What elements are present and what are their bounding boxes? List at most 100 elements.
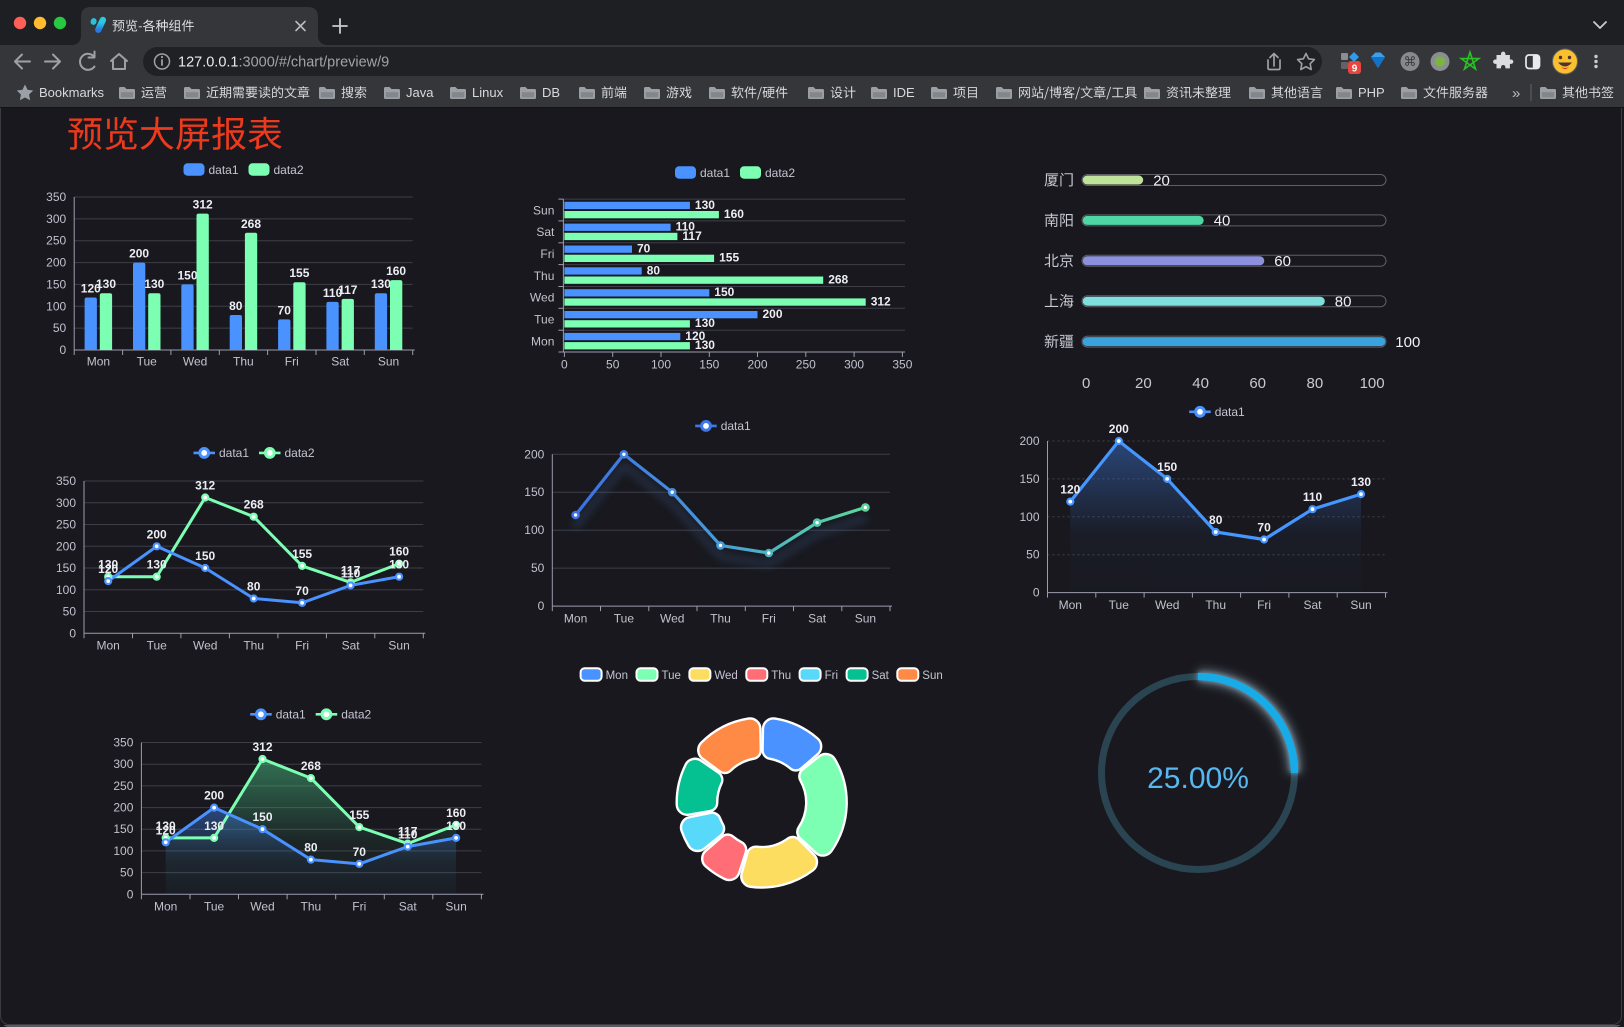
svg-text:Mon: Mon [531,334,554,348]
svg-text:70: 70 [278,303,292,317]
svg-text:120: 120 [685,329,705,343]
svg-text:120: 120 [81,282,101,296]
svg-text:200: 200 [1109,422,1129,436]
svg-text:Mon: Mon [564,612,587,626]
svg-text:200: 200 [129,247,149,261]
svg-text:Mon: Mon [154,899,177,913]
svg-text:100: 100 [651,358,671,372]
svg-text:110: 110 [341,566,361,580]
svg-text:130: 130 [144,277,164,291]
svg-text:130: 130 [695,198,715,212]
svg-text:100: 100 [524,523,544,537]
svg-text:Sat: Sat [399,899,418,913]
svg-text:160: 160 [389,545,409,559]
svg-text:268: 268 [244,498,264,512]
svg-text:data1: data1 [209,163,239,177]
svg-text:Sun: Sun [533,203,554,217]
svg-text:100: 100 [1360,375,1385,392]
svg-text:350: 350 [46,190,66,204]
svg-text:Wed: Wed [530,291,554,305]
svg-text:300: 300 [46,212,66,226]
svg-text:Sun: Sun [445,899,466,913]
svg-text:60: 60 [1274,253,1291,270]
svg-text:250: 250 [796,358,816,372]
svg-text:0: 0 [60,343,67,357]
svg-text:Fri: Fri [762,612,776,626]
svg-text:data2: data2 [341,708,371,722]
svg-text:130: 130 [147,558,167,572]
svg-text:200: 200 [46,256,66,270]
svg-text:Sun: Sun [378,355,399,369]
svg-text:130: 130 [96,277,116,291]
svg-text:Fri: Fri [825,670,838,682]
svg-text:250: 250 [113,779,133,793]
svg-text:data2: data2 [285,446,315,460]
svg-text:300: 300 [56,496,76,510]
svg-text:Sat: Sat [331,355,350,369]
svg-text:Fri: Fri [1257,598,1271,612]
svg-text:Mon: Mon [87,355,110,369]
svg-text:Fri: Fri [352,899,366,913]
svg-text:268: 268 [301,759,321,773]
svg-text:»: » [1512,85,1520,102]
svg-text:70: 70 [637,242,651,256]
svg-text:0: 0 [561,358,568,372]
svg-text:Sun: Sun [388,638,409,652]
svg-text:150: 150 [252,810,272,824]
svg-text:0: 0 [1033,586,1040,600]
svg-text:Fri: Fri [295,638,309,652]
svg-text:Thu: Thu [233,355,254,369]
svg-text:130: 130 [446,819,466,833]
svg-text:20: 20 [1153,172,1170,189]
svg-text:data1: data1 [721,419,751,433]
svg-text:80: 80 [647,263,661,277]
svg-text:data2: data2 [765,166,795,180]
svg-text:250: 250 [56,518,76,532]
svg-text:150: 150 [177,268,197,282]
svg-text:data1: data1 [1215,405,1245,419]
svg-text:Mon: Mon [606,670,628,682]
svg-text:100: 100 [46,299,66,313]
svg-text:Sun: Sun [855,612,876,626]
svg-text:200: 200 [763,307,783,321]
svg-text:data1: data1 [219,446,249,460]
svg-text:117: 117 [682,229,702,243]
svg-text:300: 300 [113,757,133,771]
svg-text:Sat: Sat [872,670,890,682]
svg-text:70: 70 [1257,521,1271,535]
svg-text:155: 155 [719,251,739,265]
svg-text:117: 117 [338,283,358,297]
svg-text:25.00%: 25.00% [1147,762,1249,795]
svg-text:80: 80 [247,580,261,594]
svg-text:0: 0 [1082,375,1090,392]
svg-text:Bookmarks: Bookmarks [39,85,105,100]
svg-text:50: 50 [606,358,620,372]
svg-text:40: 40 [1192,375,1209,392]
svg-text:312: 312 [252,740,272,754]
svg-text:Fri: Fri [285,355,299,369]
svg-text:130: 130 [695,316,715,330]
svg-text:DB: DB [542,85,560,100]
svg-text:130: 130 [204,819,224,833]
svg-text:200: 200 [204,789,224,803]
svg-text:Sat: Sat [536,225,555,239]
svg-text:150: 150 [46,277,66,291]
svg-text:70: 70 [353,845,367,859]
svg-text:Sat: Sat [342,638,361,652]
svg-text:Java: Java [406,85,434,100]
svg-text:Tue: Tue [614,612,635,626]
svg-text:268: 268 [241,217,261,231]
svg-text:117: 117 [341,563,361,577]
svg-text:Wed: Wed [183,355,207,369]
svg-text:130: 130 [1351,475,1371,489]
svg-text:Thu: Thu [771,670,791,682]
svg-text:0: 0 [127,887,134,901]
svg-text:100: 100 [1019,510,1039,524]
svg-text:80: 80 [1335,294,1352,311]
svg-text:155: 155 [349,808,369,822]
svg-text:130: 130 [695,338,715,352]
svg-text:120: 120 [1060,483,1080,497]
svg-text:⌘: ⌘ [1404,54,1417,69]
svg-text:250: 250 [46,234,66,248]
svg-text:Fri: Fri [540,247,554,261]
